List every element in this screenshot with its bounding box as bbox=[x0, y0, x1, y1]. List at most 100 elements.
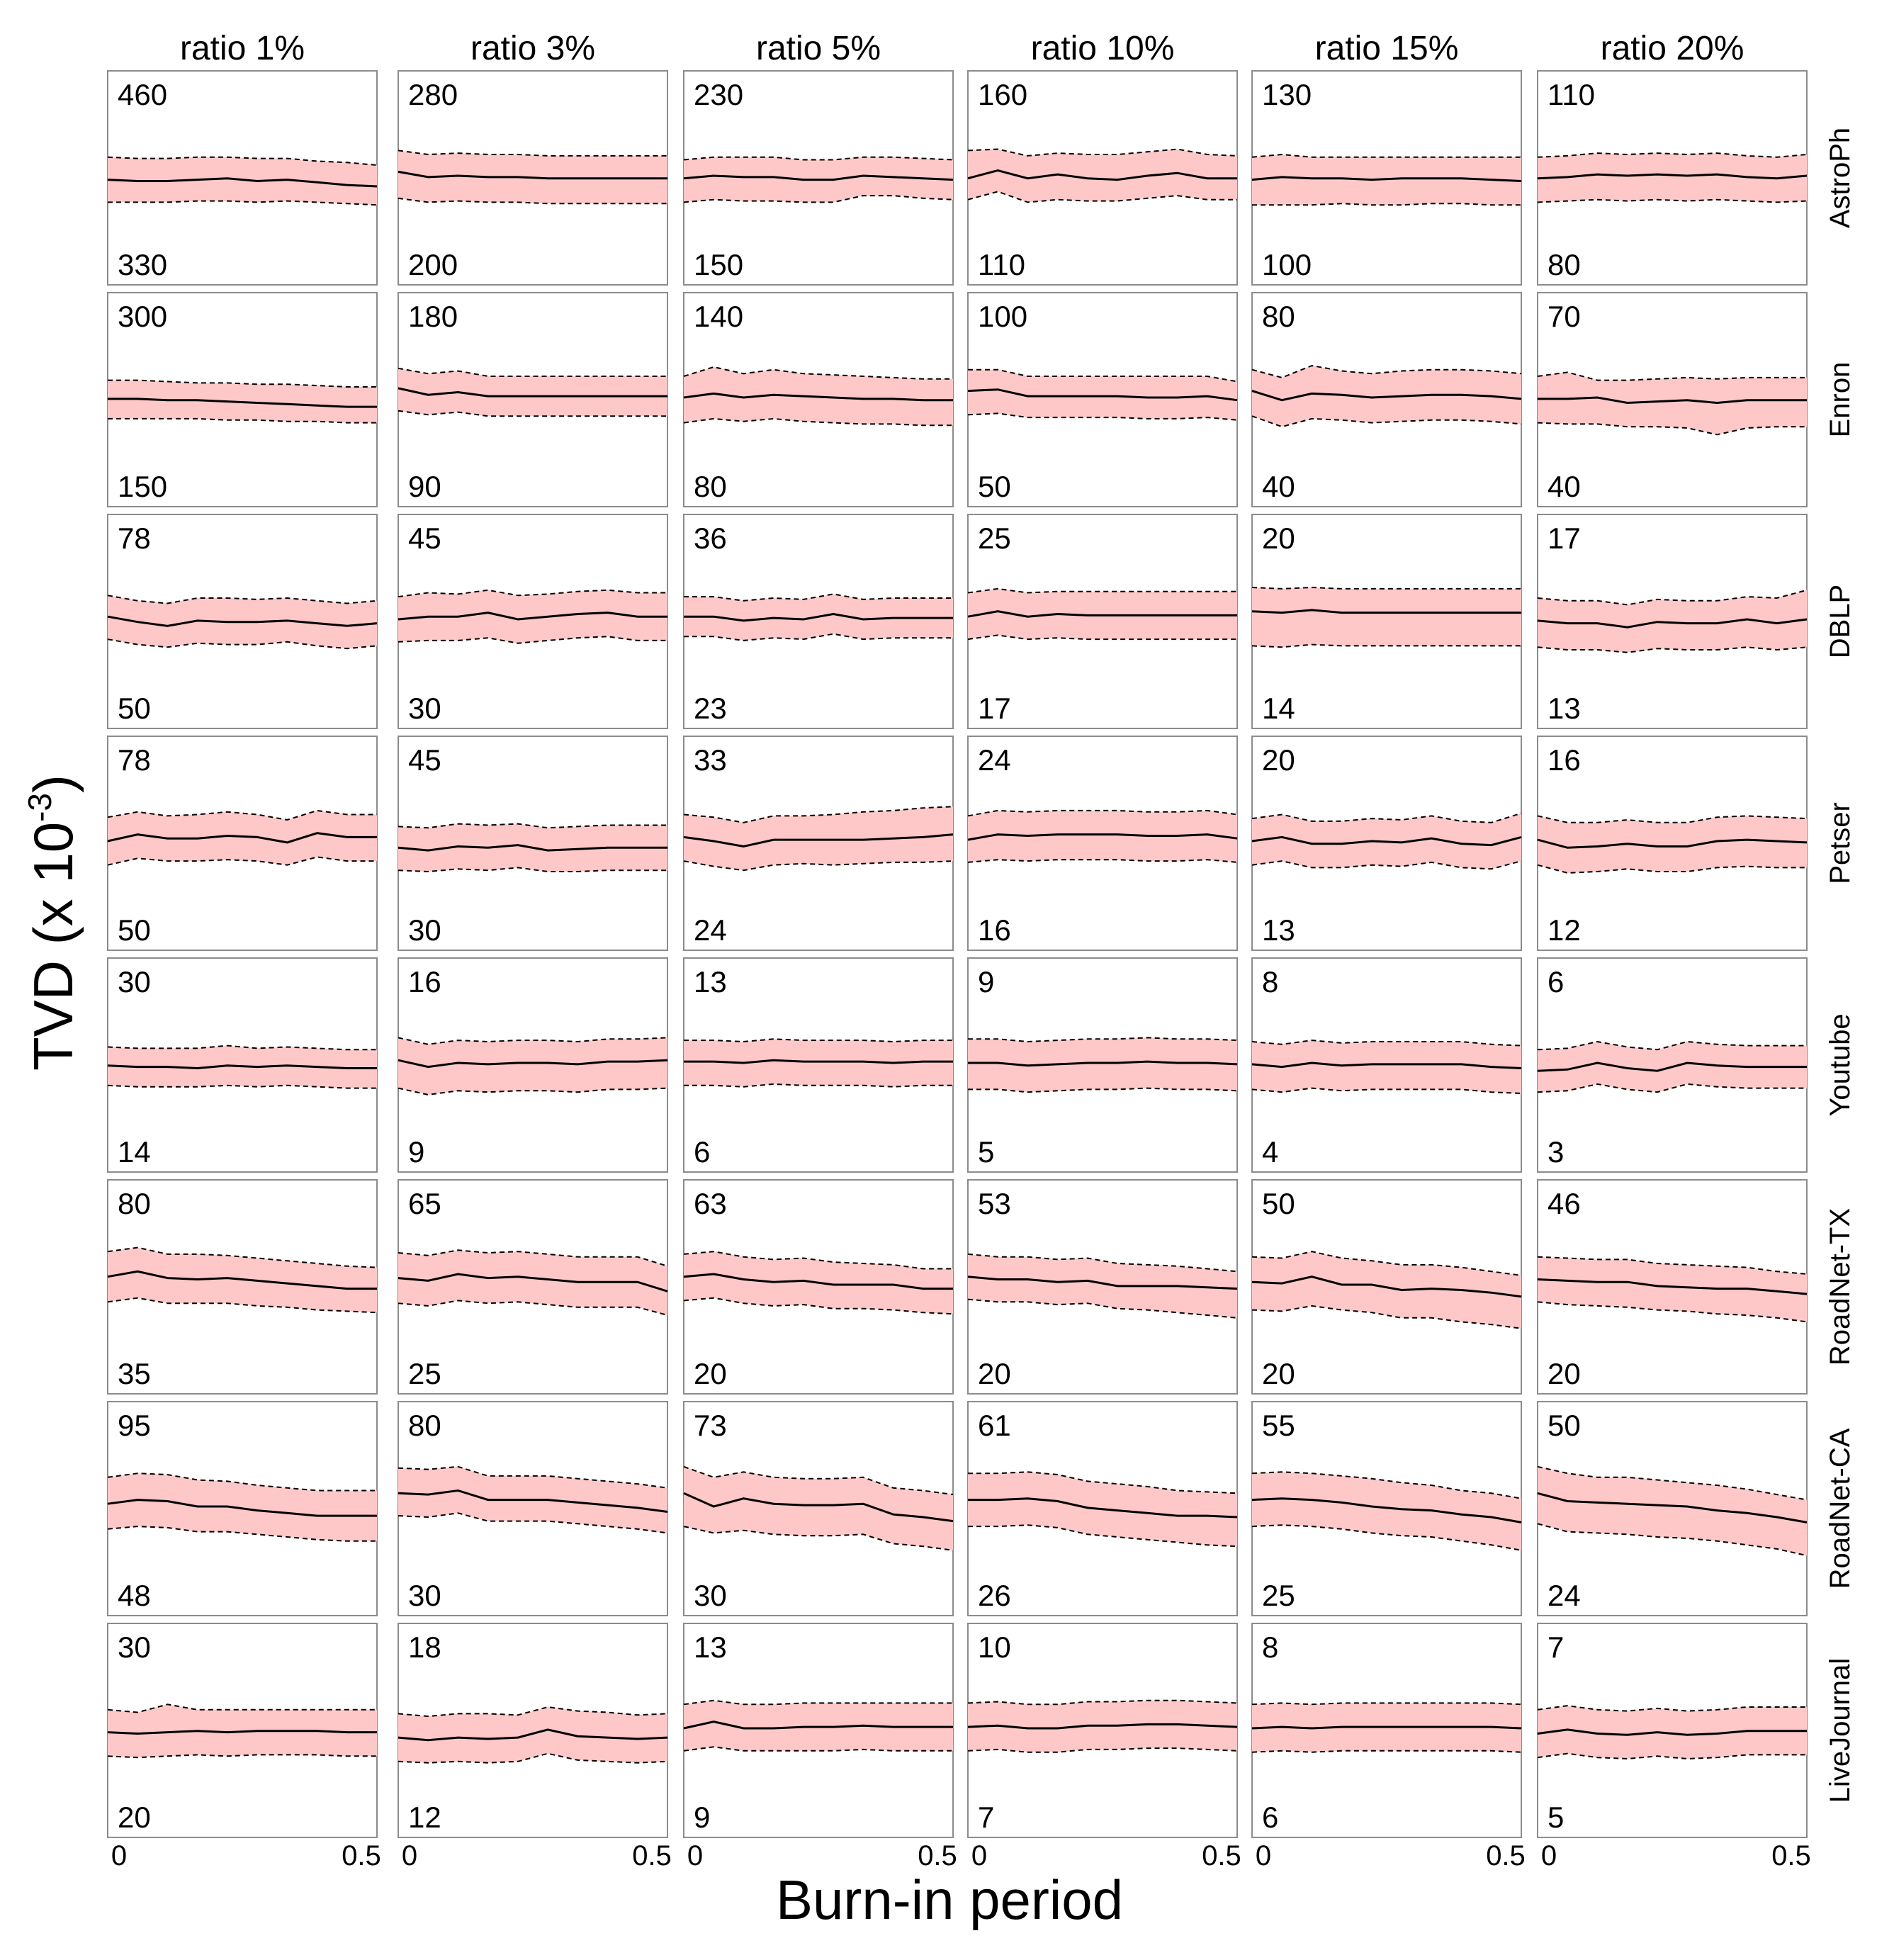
panel: 180 90 bbox=[398, 292, 668, 507]
y-min-label: 40 bbox=[1548, 470, 1581, 503]
lower-bound-line bbox=[1537, 1752, 1807, 1760]
y-min-label: 5 bbox=[1548, 1801, 1564, 1834]
y-max-label: 110 bbox=[1548, 78, 1595, 111]
y-min-label: 20 bbox=[694, 1357, 727, 1390]
y-max-label: 80 bbox=[118, 1187, 151, 1220]
y-max-label: 24 bbox=[978, 743, 1011, 777]
upper-bound-line bbox=[1537, 1040, 1807, 1051]
y-min-label: 13 bbox=[1548, 692, 1581, 725]
panel: 36 23 bbox=[683, 514, 954, 729]
panel: 70 40 bbox=[1537, 292, 1808, 507]
upper-bound-line bbox=[967, 1253, 1238, 1273]
row-label: RoadNet-CA bbox=[1825, 1428, 1856, 1589]
panel: 55 25 bbox=[1251, 1401, 1522, 1616]
y-max-label: 180 bbox=[408, 300, 458, 333]
row-label: RoadNet-TX bbox=[1825, 1208, 1856, 1365]
panel: 63 bbox=[1537, 957, 1808, 1173]
y-min-label: 330 bbox=[118, 248, 167, 281]
mean-line bbox=[107, 1270, 377, 1290]
upper-bound-line bbox=[967, 809, 1238, 817]
y-max-label: 55 bbox=[1262, 1409, 1295, 1442]
y-max-label: 20 bbox=[1262, 743, 1295, 777]
upper-bound-line bbox=[1251, 1040, 1522, 1047]
row-label: DBLP bbox=[1825, 585, 1856, 659]
y-max-label: 33 bbox=[694, 743, 727, 777]
x-tick-label: 0.5 bbox=[342, 1840, 381, 1871]
mean-line bbox=[683, 1492, 954, 1523]
band-area bbox=[1538, 1466, 1807, 1556]
row-label: AstroPh bbox=[1825, 128, 1856, 228]
x-tick-label: 0 bbox=[687, 1840, 703, 1871]
y-min-label: 20 bbox=[978, 1357, 1011, 1390]
y-min-label: 40 bbox=[1262, 470, 1295, 503]
y-min-label: 24 bbox=[1548, 1579, 1581, 1612]
y-max-label: 95 bbox=[118, 1409, 151, 1442]
lower-bound-line bbox=[398, 197, 667, 205]
lower-bound-line bbox=[107, 1297, 378, 1314]
mean-line bbox=[684, 612, 953, 622]
y-min-label: 12 bbox=[408, 1801, 441, 1834]
y-min-label: 150 bbox=[118, 470, 167, 503]
panel: 61 26 bbox=[967, 1401, 1238, 1616]
y-min-label: 26 bbox=[978, 1579, 1011, 1612]
upper-bound-line bbox=[1251, 812, 1522, 823]
panel: 24 16 bbox=[967, 736, 1238, 951]
band-area bbox=[684, 1466, 953, 1550]
y-max-label: 6 bbox=[1548, 965, 1564, 998]
panel: 25 17 bbox=[967, 514, 1238, 729]
lower-bound-line bbox=[967, 191, 1237, 203]
panel: 84 bbox=[1251, 957, 1522, 1173]
lower-bound-line bbox=[107, 856, 377, 866]
y-min-label: 6 bbox=[694, 1135, 710, 1168]
mean-line bbox=[968, 1060, 1238, 1067]
upper-bound-line bbox=[968, 1471, 1238, 1494]
lower-bound-line bbox=[967, 1298, 1238, 1319]
y-axis-title-exponent: -3 bbox=[21, 793, 58, 822]
panel-grid: ratio 1% ratio 3% ratio 5% ratio 10% ratio 1… bbox=[107, 30, 1856, 1871]
y-min-label: 24 bbox=[694, 913, 727, 947]
y-max-label: 65 bbox=[408, 1187, 441, 1220]
y-min-label: 13 bbox=[1262, 913, 1295, 947]
y-max-label: 100 bbox=[978, 300, 1027, 333]
lower-bound-line bbox=[967, 634, 1237, 641]
mean-line bbox=[967, 1723, 1238, 1730]
band-area bbox=[1252, 587, 1521, 648]
y-max-label: 61 bbox=[978, 1409, 1011, 1442]
panel: 53 20 bbox=[967, 1179, 1238, 1395]
y-min-label: 100 bbox=[1262, 248, 1312, 281]
y-max-label: 13 bbox=[694, 1630, 727, 1664]
upper-bound-line bbox=[1251, 1471, 1522, 1499]
mean-line bbox=[1251, 1725, 1522, 1730]
y-min-label: 4 bbox=[1262, 1135, 1278, 1168]
y-min-label: 14 bbox=[1262, 692, 1295, 725]
panel: 140 80 bbox=[683, 292, 954, 507]
upper-bound-line bbox=[398, 1249, 668, 1267]
y-max-label: 10 bbox=[978, 1630, 1011, 1664]
y-min-label: 50 bbox=[118, 692, 151, 725]
mean-line bbox=[107, 177, 378, 188]
upper-bound-line bbox=[1537, 371, 1807, 381]
mean-line bbox=[1251, 176, 1522, 182]
y-max-label: 70 bbox=[1548, 300, 1581, 333]
y-max-label: 50 bbox=[1548, 1409, 1581, 1442]
lower-bound-line bbox=[1537, 864, 1807, 874]
y-max-label: 30 bbox=[118, 1630, 151, 1664]
x-tick-label: 0 bbox=[1541, 1840, 1557, 1871]
panel: 110 80 bbox=[1537, 70, 1808, 286]
band-area bbox=[1538, 372, 1807, 435]
x-tick-label: 0.5 bbox=[1771, 1840, 1811, 1871]
band-area bbox=[1252, 1040, 1521, 1093]
y-max-label: 78 bbox=[118, 522, 151, 555]
y-max-label: 78 bbox=[118, 743, 151, 777]
row-label: Petser bbox=[1825, 802, 1856, 884]
y-min-label: 30 bbox=[408, 913, 441, 947]
mean-line bbox=[1537, 1728, 1807, 1736]
upper-bound-line bbox=[967, 148, 1238, 157]
lower-bound-line bbox=[1251, 415, 1522, 428]
y-max-label: 80 bbox=[1262, 300, 1295, 333]
y-min-label: 23 bbox=[694, 692, 727, 725]
y-min-label: 6 bbox=[1262, 1801, 1278, 1834]
lower-bound-line bbox=[1252, 203, 1521, 206]
